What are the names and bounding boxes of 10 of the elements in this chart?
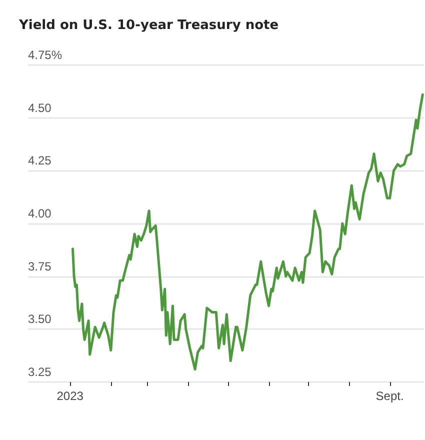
y-tick-label: 4.00 <box>28 206 52 220</box>
y-tick-label: 3.50 <box>28 312 52 326</box>
x-tick-label: Sept. <box>376 389 404 403</box>
y-tick-label: 3.75 <box>28 259 52 274</box>
y-tick-label: 4.75% <box>28 48 62 62</box>
y-tick-label: 3.25 <box>28 365 52 379</box>
y-tick-label: 4.50 <box>28 100 52 115</box>
x-tick-label: 2023 <box>56 389 84 403</box>
chart-title: Yield on U.S. 10-year Treasury note <box>18 18 279 33</box>
y-tick-label: 4.25 <box>28 154 52 168</box>
